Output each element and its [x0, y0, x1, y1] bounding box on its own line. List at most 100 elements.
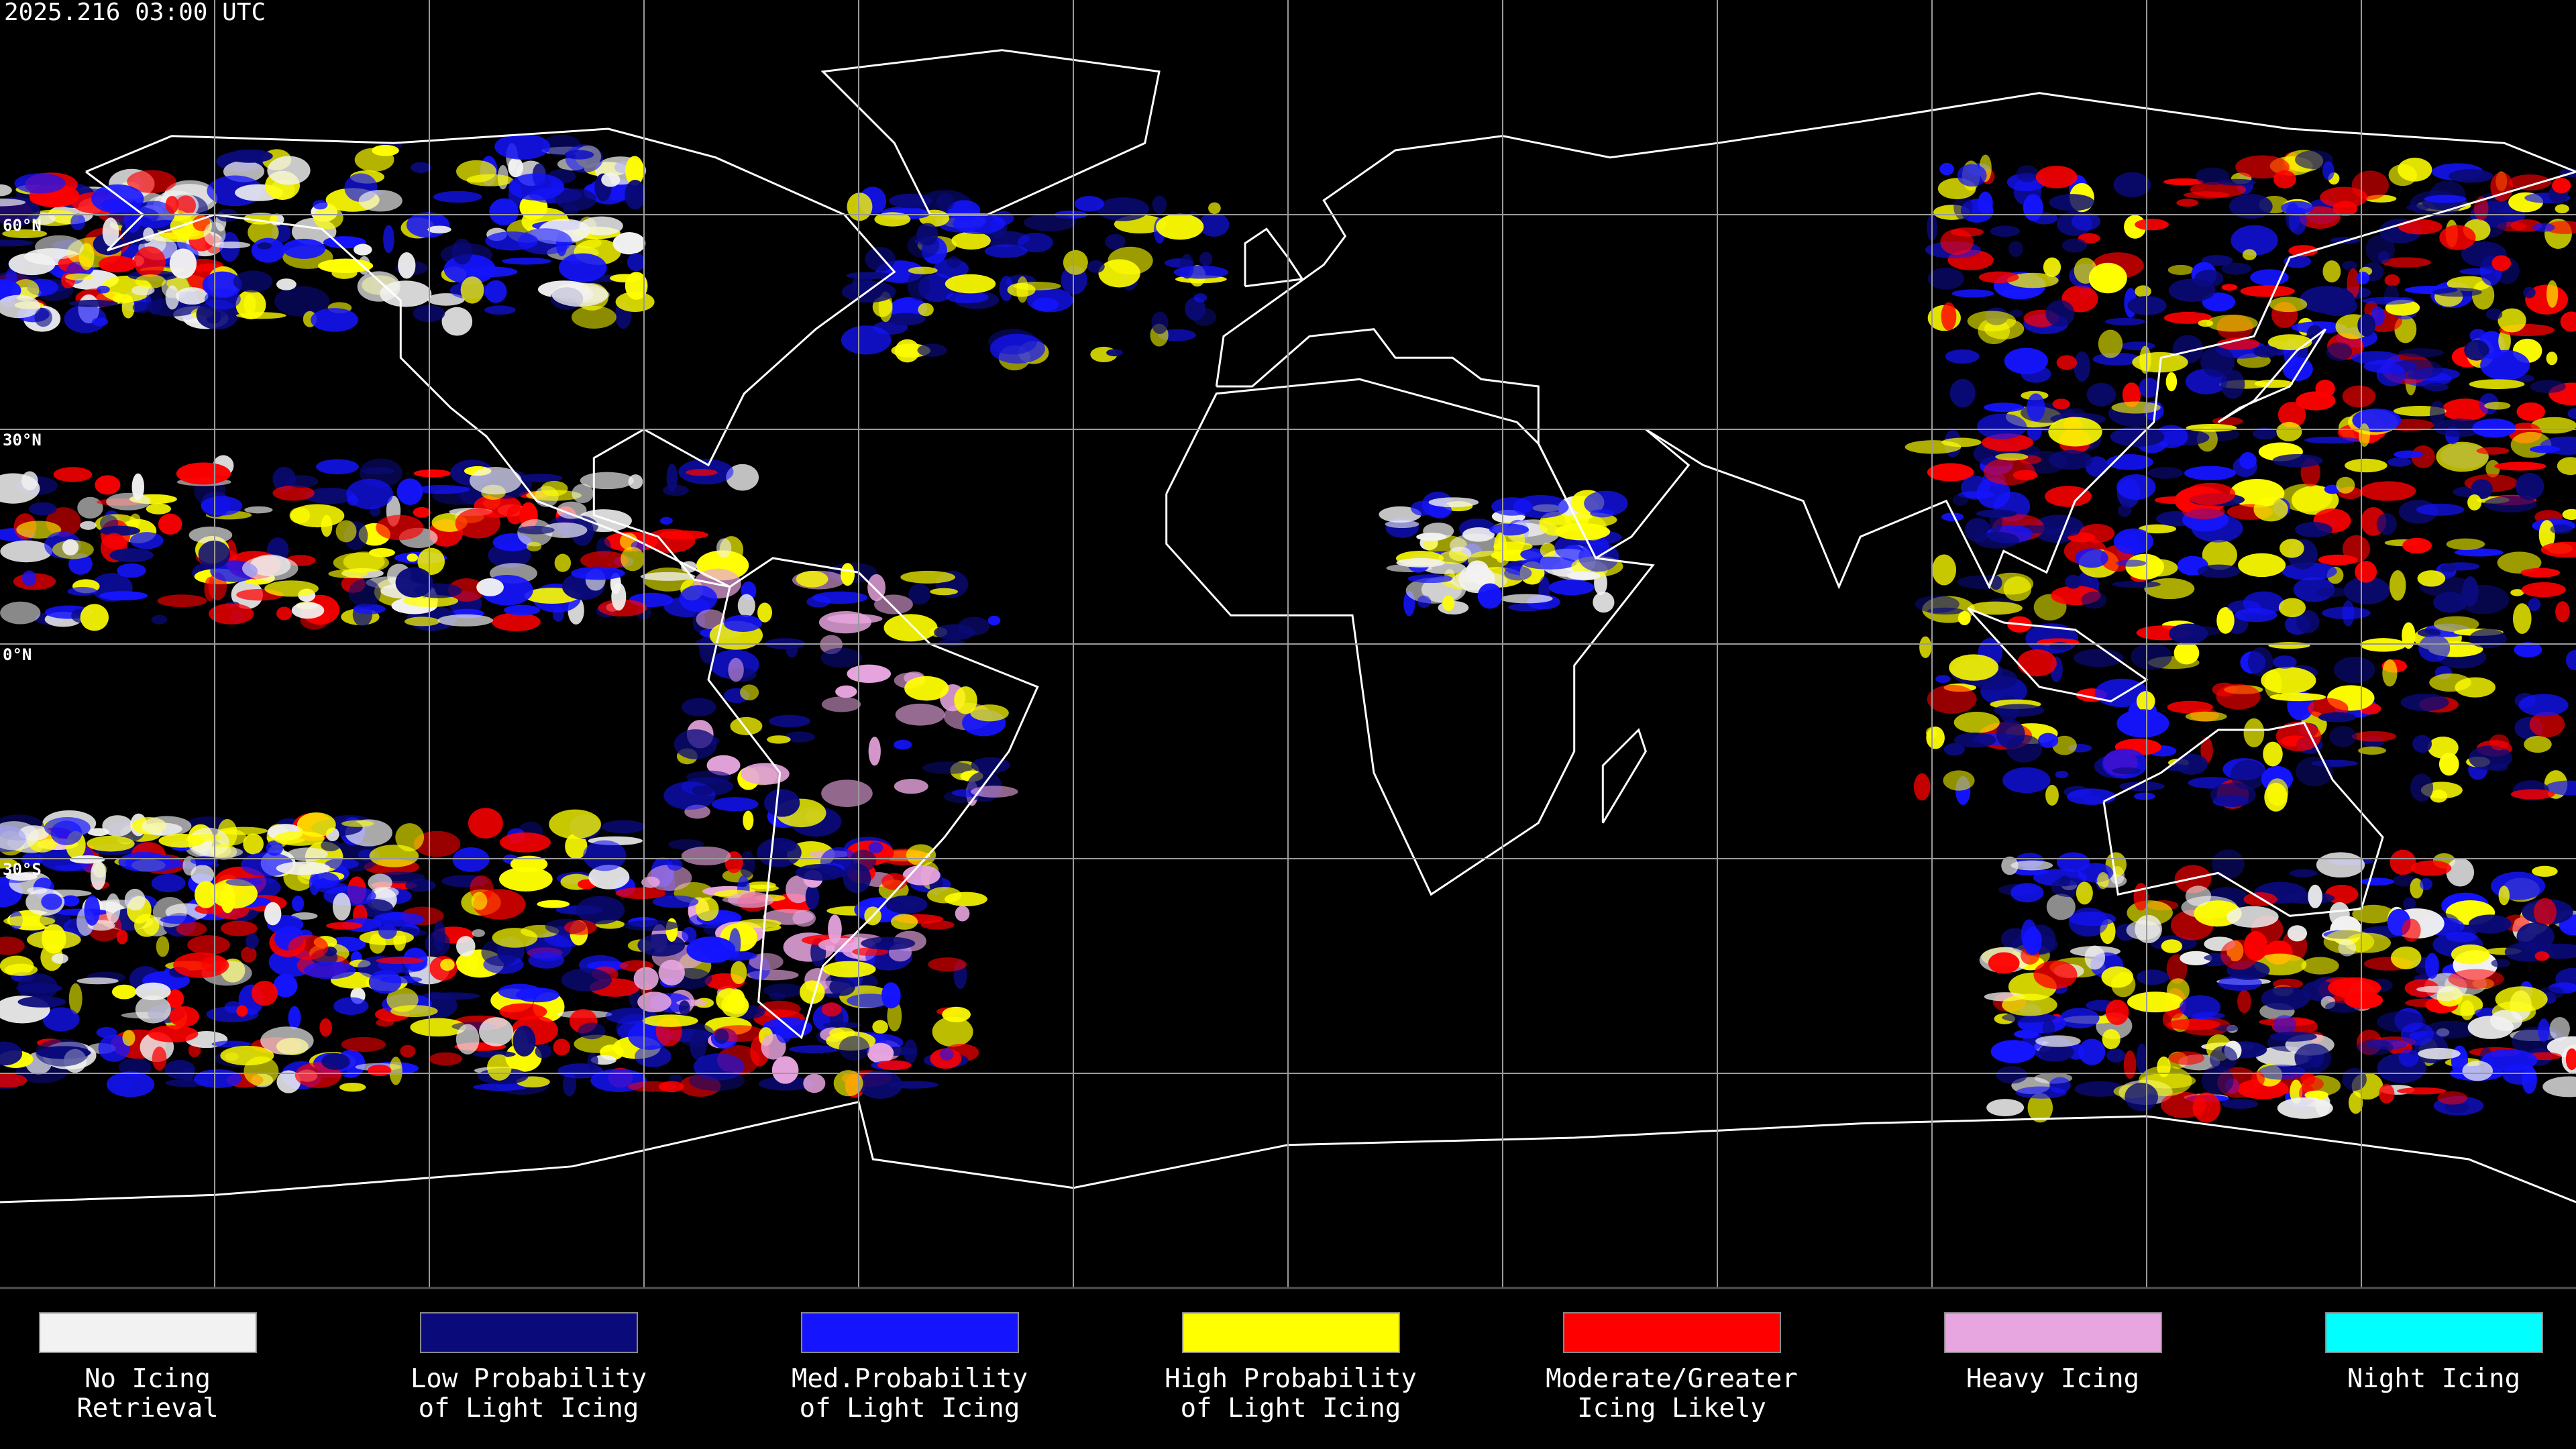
icing-patch	[1385, 520, 1419, 529]
icing-patch	[1106, 349, 1123, 357]
icing-patch	[1935, 675, 1951, 684]
coastline	[2102, 721, 2384, 917]
icing-patch	[692, 785, 714, 796]
icing-patch	[2441, 398, 2488, 421]
icing-patch	[51, 953, 68, 964]
icing-patch	[2253, 496, 2288, 522]
icing-patch	[1967, 311, 2017, 331]
icing-patch	[413, 830, 461, 857]
icing-patch	[2467, 494, 2482, 511]
icing-patch	[932, 1016, 973, 1047]
icing-patch	[297, 812, 336, 837]
icing-patch	[142, 816, 192, 837]
icing-patch	[771, 1056, 799, 1084]
icing-patch	[559, 253, 607, 282]
icing-patch	[895, 703, 945, 726]
icing-patch	[2300, 1072, 2316, 1085]
icing-patch	[2006, 735, 2043, 763]
icing-patch	[2462, 576, 2479, 607]
icing-patch	[2017, 649, 2057, 677]
icing-patch	[2197, 564, 2241, 578]
icing-patch	[930, 588, 959, 596]
icing-patch	[1957, 164, 1987, 187]
icing-patch	[2334, 656, 2375, 684]
icing-patch	[2343, 576, 2391, 604]
icing-patch	[535, 1044, 552, 1059]
icing-patch	[2027, 393, 2045, 422]
icing-patch	[2472, 418, 2516, 438]
icing-patch	[2508, 174, 2551, 191]
icing-patch	[885, 895, 928, 914]
icing-patch	[376, 1018, 394, 1027]
icing-patch	[835, 685, 857, 698]
icing-patch	[2209, 1046, 2238, 1071]
icing-patch	[576, 896, 625, 924]
icing-patch	[2261, 986, 2310, 1010]
icing-patch	[244, 506, 273, 514]
icing-patch	[460, 276, 484, 304]
icing-patch	[2102, 1029, 2121, 1050]
icing-patch	[2217, 178, 2257, 186]
icing-patch	[2, 229, 48, 239]
icing-patch	[91, 317, 109, 327]
icing-patch	[417, 547, 445, 576]
icing-patch	[53, 467, 93, 482]
icing-patch	[1986, 1099, 2025, 1116]
icing-patch	[2301, 957, 2339, 975]
icing-patch	[2446, 538, 2485, 550]
icing-patch	[1074, 196, 1105, 212]
icing-patch	[148, 1025, 199, 1042]
icing-patch	[77, 496, 103, 519]
icing-patch	[2055, 771, 2069, 779]
icing-patch	[2279, 539, 2304, 558]
icing-patch	[1990, 1040, 2036, 1063]
icing-patch	[1953, 732, 1996, 748]
icing-patch	[2322, 161, 2334, 180]
icing-patch	[2076, 881, 2093, 905]
icing-patch	[274, 286, 330, 317]
icing-patch	[2355, 561, 2377, 583]
icing-patch	[2469, 629, 2507, 649]
icing-patch	[2001, 856, 2019, 875]
icing-patch	[667, 859, 683, 871]
icing-patch	[637, 991, 672, 1013]
icing-patch	[2126, 920, 2161, 941]
icing-patch	[2125, 553, 2165, 580]
icing-patch	[2226, 906, 2279, 928]
icing-patch	[2023, 926, 2042, 955]
icing-patch	[2147, 467, 2184, 479]
icing-patch	[99, 515, 119, 532]
icing-patch	[2342, 385, 2376, 408]
icing-patch	[2065, 574, 2082, 589]
icing-patch	[2117, 504, 2132, 517]
icing-patch	[757, 602, 772, 623]
icing-patch	[678, 1000, 690, 1016]
icing-patch	[2229, 194, 2273, 219]
icing-patch	[8, 252, 56, 276]
icing-patch	[1428, 497, 1479, 508]
icing-patch	[789, 1045, 841, 1053]
icing-patch	[821, 696, 861, 712]
icing-patch	[106, 492, 151, 511]
icing-patch	[0, 821, 39, 851]
legend-label: Moderate/Greater	[1546, 1364, 1798, 1394]
icing-patch	[2510, 789, 2555, 800]
icing-patch	[241, 555, 299, 581]
icing-patch	[2489, 734, 2510, 751]
icing-patch	[2412, 735, 2432, 753]
icing-patch	[2555, 204, 2569, 213]
icing-patch	[2360, 481, 2416, 501]
icing-patch	[2184, 482, 2236, 505]
icing-patch	[2468, 745, 2512, 771]
icing-patch	[946, 291, 989, 304]
icing-patch	[2418, 1048, 2461, 1060]
icing-patch	[341, 820, 374, 827]
icing-patch	[193, 1069, 242, 1088]
icing-patch	[2104, 317, 2146, 326]
icing-patch	[678, 1023, 715, 1047]
icing-patch	[2088, 262, 2127, 294]
icing-patch	[321, 839, 341, 851]
icing-patch	[2131, 643, 2172, 670]
icing-patch	[1951, 289, 1994, 298]
icing-patch	[133, 246, 166, 277]
